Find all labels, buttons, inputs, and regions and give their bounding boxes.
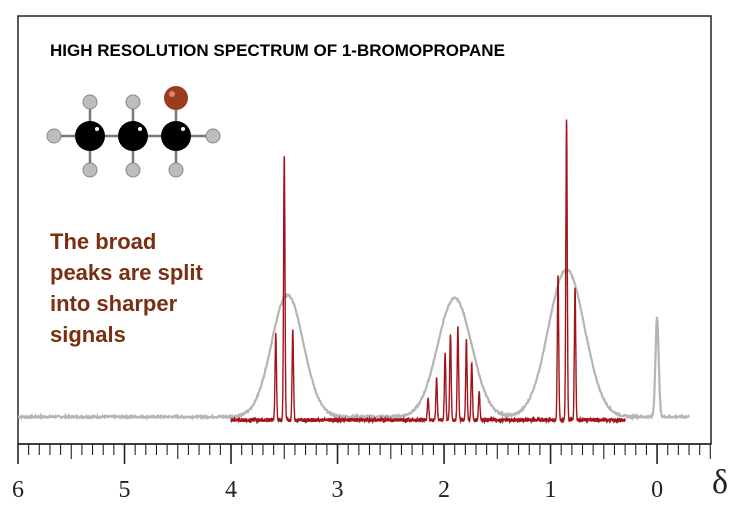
series-high-resolution (230, 119, 626, 425)
x-tick-label: 6 (12, 477, 24, 503)
x-tick-label: 5 (119, 477, 131, 503)
annotation-line-1: The broad (50, 229, 156, 254)
series-low-resolution (17, 267, 691, 422)
x-tick-label: 3 (332, 477, 344, 503)
annotation-text: The broad peaks are split into sharper s… (50, 229, 204, 347)
x-tick-label: 2 (438, 477, 450, 503)
1-bromopropane-ball-and-stick-icon (46, 86, 221, 178)
annotation-line-2: peaks are split (50, 260, 204, 285)
x-tick-label: 4 (225, 477, 237, 503)
annotation-line-4: signals (50, 322, 126, 347)
chart-title: HIGH RESOLUTION SPECTRUM OF 1-BROMOPROPA… (50, 41, 505, 60)
x-axis-title: δ (712, 464, 728, 501)
x-axis (17, 443, 711, 464)
annotation-line-3: into sharper (50, 291, 178, 316)
x-tick-label: 0 (651, 477, 663, 503)
x-tick-label: 1 (545, 477, 557, 503)
